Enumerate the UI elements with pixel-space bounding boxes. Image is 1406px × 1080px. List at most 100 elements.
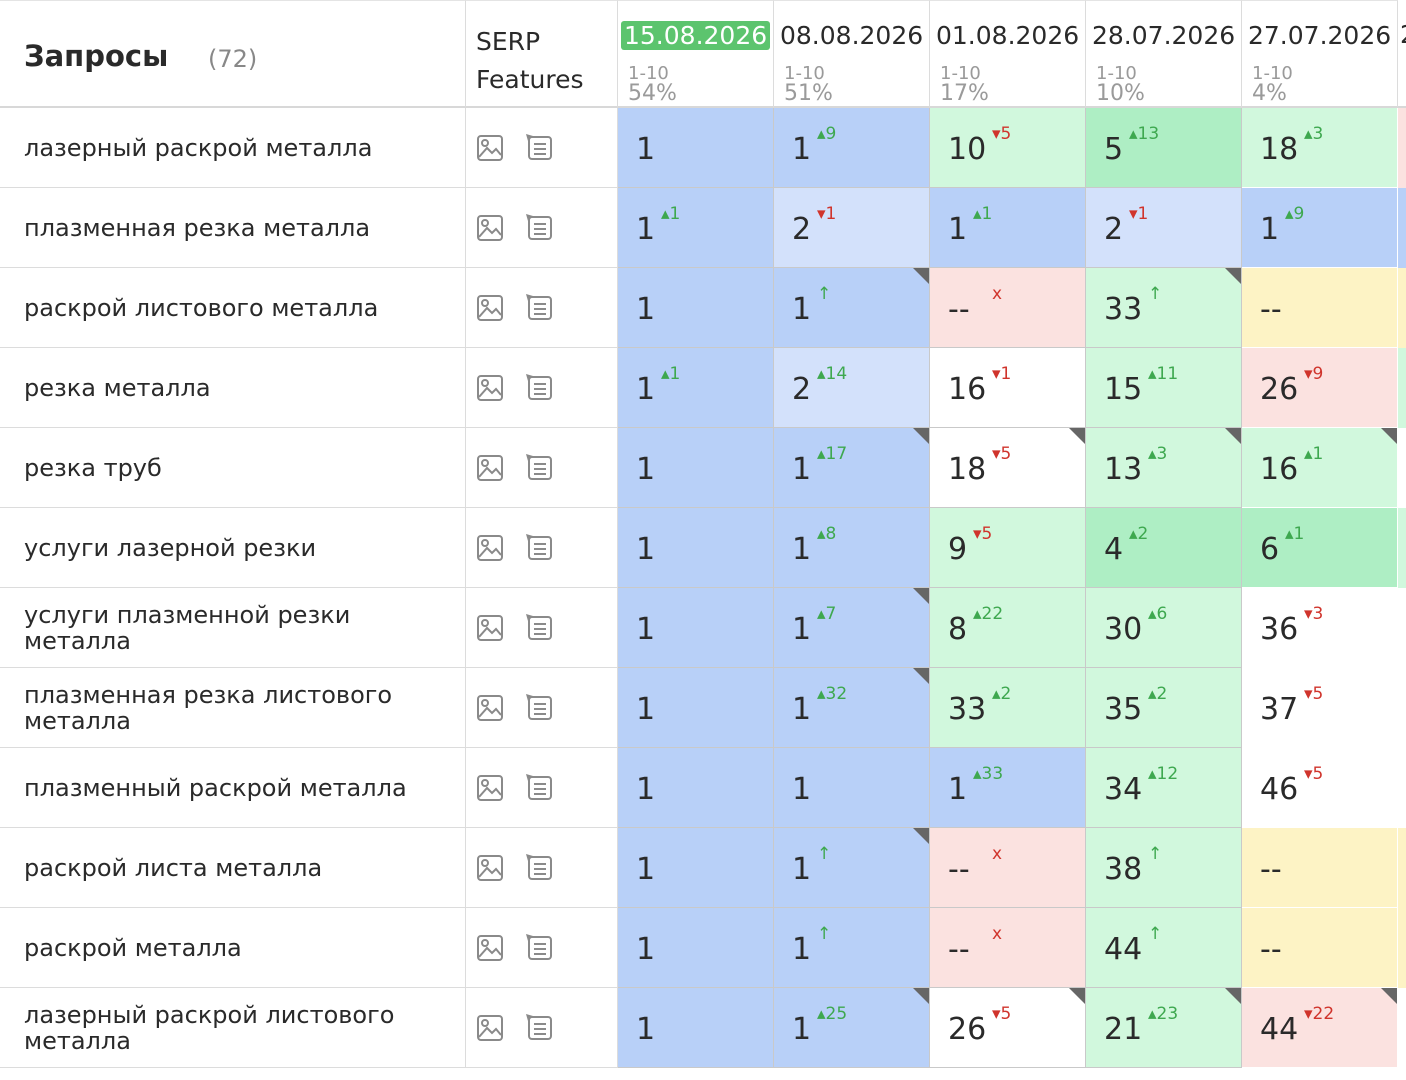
position-cell[interactable]: 1	[618, 428, 774, 508]
position-cell[interactable]: 1	[618, 748, 774, 828]
query-text[interactable]: резка металла	[24, 373, 211, 402]
position-cell[interactable]: 1	[618, 908, 774, 988]
position-cell[interactable]: 5 ▴13	[1086, 108, 1242, 188]
next-date-cell-partial[interactable]	[1398, 988, 1406, 1068]
position-cell[interactable]: 26 ▾9	[1242, 348, 1398, 428]
position-cell[interactable]: 46 ▾5	[1242, 748, 1398, 828]
position-cell[interactable]: 1 ↑	[774, 828, 930, 908]
position-cell[interactable]: 1 ▴1	[618, 188, 774, 268]
query-text[interactable]: услуги лазерной резки	[24, 533, 317, 562]
date-column-header[interactable]: 08.08.2026 1-10 51%	[774, 0, 930, 108]
position-cell[interactable]: 1	[618, 508, 774, 588]
query-row[interactable]: лазерный раскрой металла	[0, 108, 466, 188]
next-date-cell-partial[interactable]	[1398, 748, 1406, 828]
position-cell[interactable]: 16 ▾1	[930, 348, 1086, 428]
query-text[interactable]: лазерный раскрой листового металла	[24, 1000, 395, 1055]
position-cell[interactable]: 35 ▴2	[1086, 668, 1242, 748]
position-cell[interactable]: -- x	[930, 908, 1086, 988]
position-cell[interactable]: 26 ▾5	[930, 988, 1086, 1068]
next-date-cell-partial[interactable]	[1398, 588, 1406, 668]
next-date-cell-partial[interactable]	[1398, 348, 1406, 428]
date-column-header[interactable]: 27.07.2026 1-10 4%	[1242, 0, 1398, 108]
query-text[interactable]: плазменная резка металла	[24, 213, 371, 242]
date-column-header[interactable]: 01.08.2026 1-10 17%	[930, 0, 1086, 108]
query-text[interactable]: плазменный раскрой металла	[24, 773, 407, 802]
position-cell[interactable]: 21 ▴23	[1086, 988, 1242, 1068]
position-cell[interactable]: 1	[618, 828, 774, 908]
position-cell[interactable]: 2 ▴14	[774, 348, 930, 428]
query-text[interactable]: резка труб	[24, 453, 162, 482]
position-cell[interactable]: 33 ↑	[1086, 268, 1242, 348]
position-cell[interactable]: --	[1242, 828, 1398, 908]
query-row[interactable]: плазменная резка листового металла	[0, 668, 466, 748]
query-row[interactable]: раскрой листового металла	[0, 268, 466, 348]
position-cell[interactable]: 1 ▴8	[774, 508, 930, 588]
position-cell[interactable]: -- x	[930, 268, 1086, 348]
query-row[interactable]: резка металла	[0, 348, 466, 428]
position-cell[interactable]: 18 ▴3	[1242, 108, 1398, 188]
next-date-cell-partial[interactable]	[1398, 428, 1406, 508]
query-row[interactable]: плазменная резка металла	[0, 188, 466, 268]
position-cell[interactable]: 30 ▴6	[1086, 588, 1242, 668]
next-date-cell-partial[interactable]	[1398, 828, 1406, 908]
query-text[interactable]: лазерный раскрой металла	[24, 133, 373, 162]
query-text[interactable]: раскрой листового металла	[24, 293, 379, 322]
position-cell[interactable]: 1	[618, 268, 774, 348]
query-row[interactable]: лазерный раскрой листового металла	[0, 988, 466, 1068]
position-cell[interactable]: 1	[618, 668, 774, 748]
position-cell[interactable]: 1 ▴25	[774, 988, 930, 1068]
next-date-cell-partial[interactable]	[1398, 188, 1406, 268]
position-cell[interactable]: 2 ▾1	[774, 188, 930, 268]
position-cell[interactable]: 1 ▴7	[774, 588, 930, 668]
position-cell[interactable]: 37 ▾5	[1242, 668, 1398, 748]
position-cell[interactable]: 1	[618, 588, 774, 668]
position-cell[interactable]: 1	[774, 748, 930, 828]
query-text[interactable]: раскрой металла	[24, 933, 242, 962]
next-date-cell-partial[interactable]	[1398, 508, 1406, 588]
position-cell[interactable]: 1 ↑	[774, 268, 930, 348]
position-cell[interactable]: 10 ▾5	[930, 108, 1086, 188]
position-cell[interactable]: --	[1242, 268, 1398, 348]
position-cell[interactable]: 1	[618, 108, 774, 188]
query-row[interactable]: услуги лазерной резки	[0, 508, 466, 588]
query-text[interactable]: плазменная резка листового металла	[24, 680, 393, 735]
position-cell[interactable]: 18 ▾5	[930, 428, 1086, 508]
position-cell[interactable]: 38 ↑	[1086, 828, 1242, 908]
position-cell[interactable]: 1 ▴1	[618, 348, 774, 428]
query-row[interactable]: услуги плазменной резки металла	[0, 588, 466, 668]
position-cell[interactable]: 1	[618, 988, 774, 1068]
query-row[interactable]: раскрой листа металла	[0, 828, 466, 908]
query-row[interactable]: плазменный раскрой металла	[0, 748, 466, 828]
next-date-cell-partial[interactable]	[1398, 668, 1406, 748]
query-row[interactable]: раскрой металла	[0, 908, 466, 988]
position-cell[interactable]: -- x	[930, 828, 1086, 908]
position-cell[interactable]: 1 ▴9	[1242, 188, 1398, 268]
position-cell[interactable]: 44 ▾22	[1242, 988, 1398, 1068]
position-cell[interactable]: 1 ▴32	[774, 668, 930, 748]
position-cell[interactable]: 6 ▴1	[1242, 508, 1398, 588]
position-cell[interactable]: 15 ▴11	[1086, 348, 1242, 428]
next-date-header-partial[interactable]: 2	[1398, 0, 1406, 108]
position-cell[interactable]: 1 ▴9	[774, 108, 930, 188]
position-cell[interactable]: 8 ▴22	[930, 588, 1086, 668]
next-date-cell-partial[interactable]	[1398, 908, 1406, 988]
position-cell[interactable]: 1 ▴1	[930, 188, 1086, 268]
date-column-header[interactable]: 15.08.2026 1-10 54%	[618, 0, 774, 108]
position-cell[interactable]: 1 ▴17	[774, 428, 930, 508]
next-date-cell-partial[interactable]	[1398, 108, 1406, 188]
query-text[interactable]: услуги плазменной резки металла	[24, 600, 351, 655]
position-cell[interactable]: 13 ▴3	[1086, 428, 1242, 508]
date-column-header[interactable]: 28.07.2026 1-10 10%	[1086, 0, 1242, 108]
position-cell[interactable]: 4 ▴2	[1086, 508, 1242, 588]
query-text[interactable]: раскрой листа металла	[24, 853, 323, 882]
position-cell[interactable]: 44 ↑	[1086, 908, 1242, 988]
position-cell[interactable]: 34 ▴12	[1086, 748, 1242, 828]
position-cell[interactable]: 1 ▴33	[930, 748, 1086, 828]
position-cell[interactable]: --	[1242, 908, 1398, 988]
position-cell[interactable]: 2 ▾1	[1086, 188, 1242, 268]
query-row[interactable]: резка труб	[0, 428, 466, 508]
queries-column-header[interactable]: Запросы (72)	[0, 0, 466, 108]
position-cell[interactable]: 36 ▾3	[1242, 588, 1398, 668]
position-cell[interactable]: 1 ↑	[774, 908, 930, 988]
position-cell[interactable]: 33 ▴2	[930, 668, 1086, 748]
